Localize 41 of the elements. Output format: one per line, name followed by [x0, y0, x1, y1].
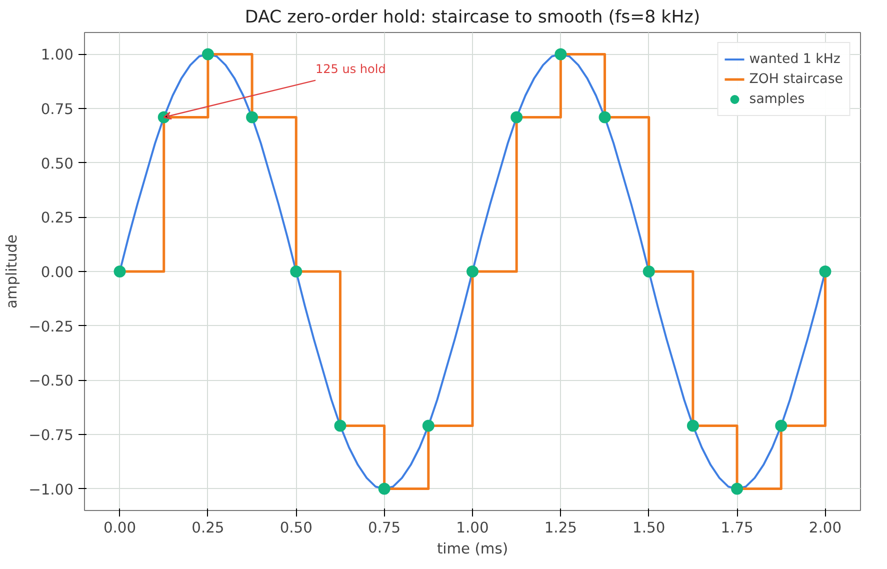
x-axis-title: time (ms) — [436, 540, 508, 558]
point — [731, 482, 744, 495]
point — [554, 48, 567, 60]
x-tick-label: 0.25 — [192, 520, 224, 536]
point — [422, 420, 434, 432]
x-tick-label: 0.50 — [280, 520, 312, 536]
y-tick-label: −0.75 — [28, 426, 74, 444]
x-tick-label: 0.00 — [103, 520, 136, 536]
point — [466, 266, 478, 278]
x-tick-label: 1.75 — [720, 520, 754, 536]
point — [246, 111, 258, 124]
point — [819, 266, 832, 278]
y-tick-label: −1.00 — [28, 481, 74, 498]
y-tick-label: 0.25 — [40, 210, 74, 227]
legend-label: ZOH staircase — [749, 72, 843, 86]
x-tick-label: 1.25 — [544, 520, 578, 536]
point — [642, 266, 655, 278]
y-tick-label: −0.50 — [28, 372, 74, 390]
x-tick-label: 2.00 — [808, 520, 842, 536]
y-tick-label: 0.00 — [40, 264, 74, 281]
y-tick-label: −0.25 — [28, 318, 74, 336]
point — [775, 420, 788, 432]
x-tick-label: 1.50 — [632, 520, 666, 536]
annotation: 125 us hold — [316, 62, 386, 76]
point — [114, 266, 126, 278]
chart-title: DAC zero-order hold: staircase to smooth (fs=8 kHz) — [244, 8, 700, 28]
y-axis-title: amplitude — [4, 234, 21, 309]
point — [598, 111, 611, 124]
point — [334, 420, 346, 432]
point — [202, 48, 214, 60]
legend-label: samples — [749, 92, 805, 106]
point — [378, 482, 390, 495]
y-tick-label: 1.00 — [40, 46, 74, 64]
y-tick-label: 0.75 — [40, 101, 74, 118]
point — [290, 266, 302, 278]
point — [510, 111, 523, 124]
x-tick-label: 0.75 — [368, 520, 401, 536]
y-tick-label: 0.50 — [40, 155, 74, 172]
legend-label: wanted 1 kHz — [749, 52, 840, 66]
x-tick-label: 1.00 — [456, 520, 489, 536]
point — [686, 420, 699, 432]
